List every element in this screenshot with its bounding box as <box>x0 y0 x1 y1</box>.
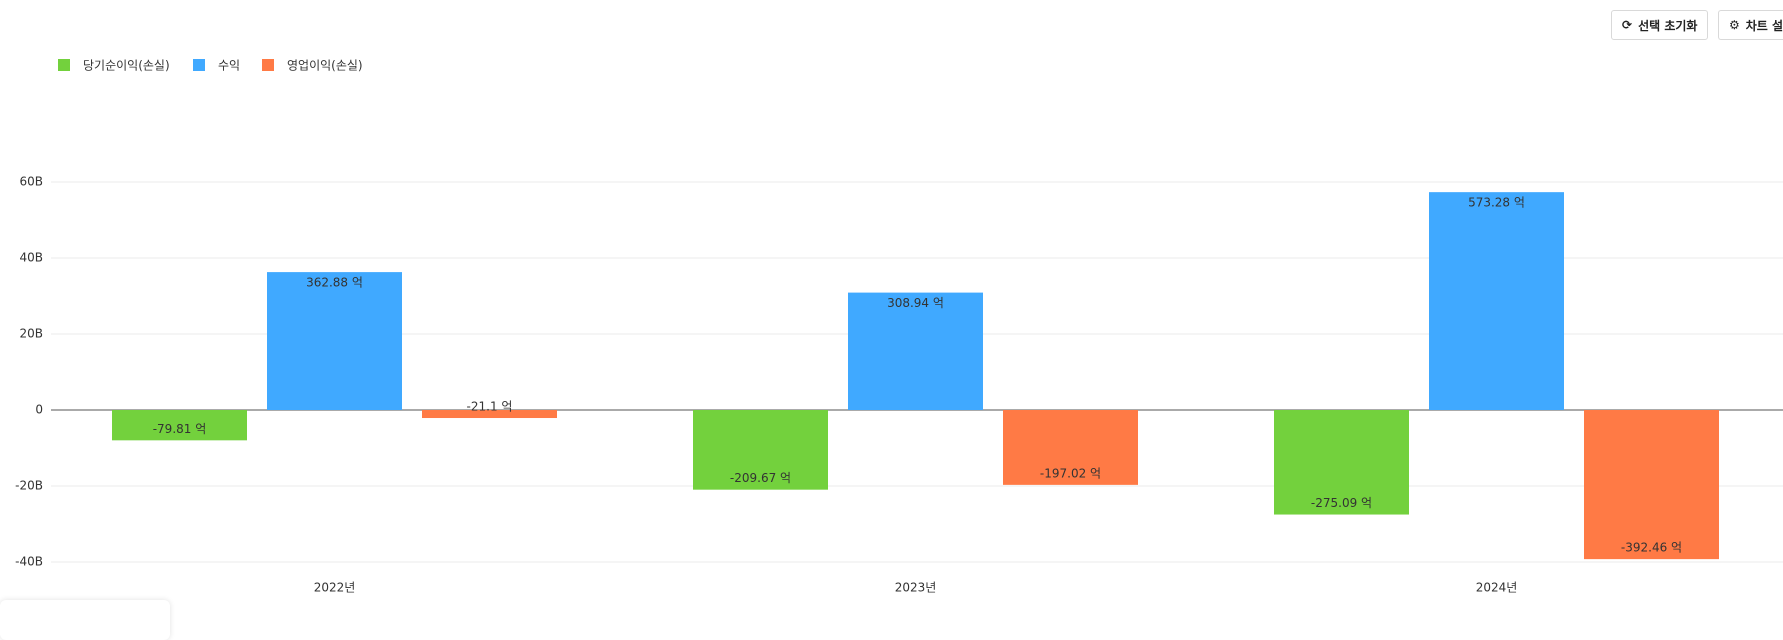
page: {"toolbar": {"reset": "선택 초기화", "setting… <box>15 10 1783 595</box>
bar <box>1584 410 1719 560</box>
settings-label: 차트 설 <box>1745 18 1783 33</box>
value-label: -79.81 억 <box>153 422 207 436</box>
value-label: 362.88 억 <box>306 276 363 290</box>
y-tick-label: -20B <box>15 479 43 493</box>
reset-button[interactable]: ⟳ 선택 초기화 <box>1611 10 1709 40</box>
bar <box>267 272 402 410</box>
value-label: -21.1 억 <box>467 400 513 414</box>
value-label: -209.67 억 <box>730 471 791 485</box>
legend-swatch <box>262 59 274 71</box>
x-tick-label: 2024년 <box>1476 581 1518 595</box>
legend-label: 영업이익(손실) <box>287 59 363 73</box>
x-tick-label: 2023년 <box>895 581 937 595</box>
settings-button[interactable]: ⚙ 차트 설 <box>1718 10 1783 40</box>
bar <box>848 292 983 410</box>
value-label: -275.09 억 <box>1311 496 1372 510</box>
bar <box>1429 192 1564 410</box>
legend-swatch <box>193 59 205 71</box>
value-label: 573.28 억 <box>1468 196 1525 210</box>
bar <box>1003 410 1138 485</box>
bar <box>112 410 247 441</box>
legend-label: 수익 <box>218 59 240 73</box>
settings-icon: ⚙ <box>1729 18 1740 32</box>
bar <box>422 410 557 419</box>
x-tick-label: 2022년 <box>314 581 356 595</box>
value-label: 308.94 억 <box>887 296 944 310</box>
value-label: -197.02 억 <box>1040 466 1101 480</box>
chart: 당기순이익(손실) 수익 영업이익(손실) -40B -20B 0 20B 40B 60B 202… <box>15 59 1783 595</box>
value-label: -392.46 억 <box>1621 541 1682 555</box>
reset-icon: ⟳ <box>1622 18 1633 32</box>
floating-panel <box>0 600 170 640</box>
y-tick-label: 60B <box>19 175 43 189</box>
y-tick-label: 0 <box>35 403 43 417</box>
reset-label: 선택 초기화 <box>1638 18 1698 33</box>
bar <box>1274 410 1409 515</box>
y-tick-label: 20B <box>19 327 43 341</box>
y-tick-label: 40B <box>19 251 43 265</box>
legend-swatch <box>58 59 70 71</box>
bar <box>693 410 828 490</box>
y-tick-label: -40B <box>15 555 43 569</box>
legend-label: 당기순이익(손실) <box>83 59 170 73</box>
